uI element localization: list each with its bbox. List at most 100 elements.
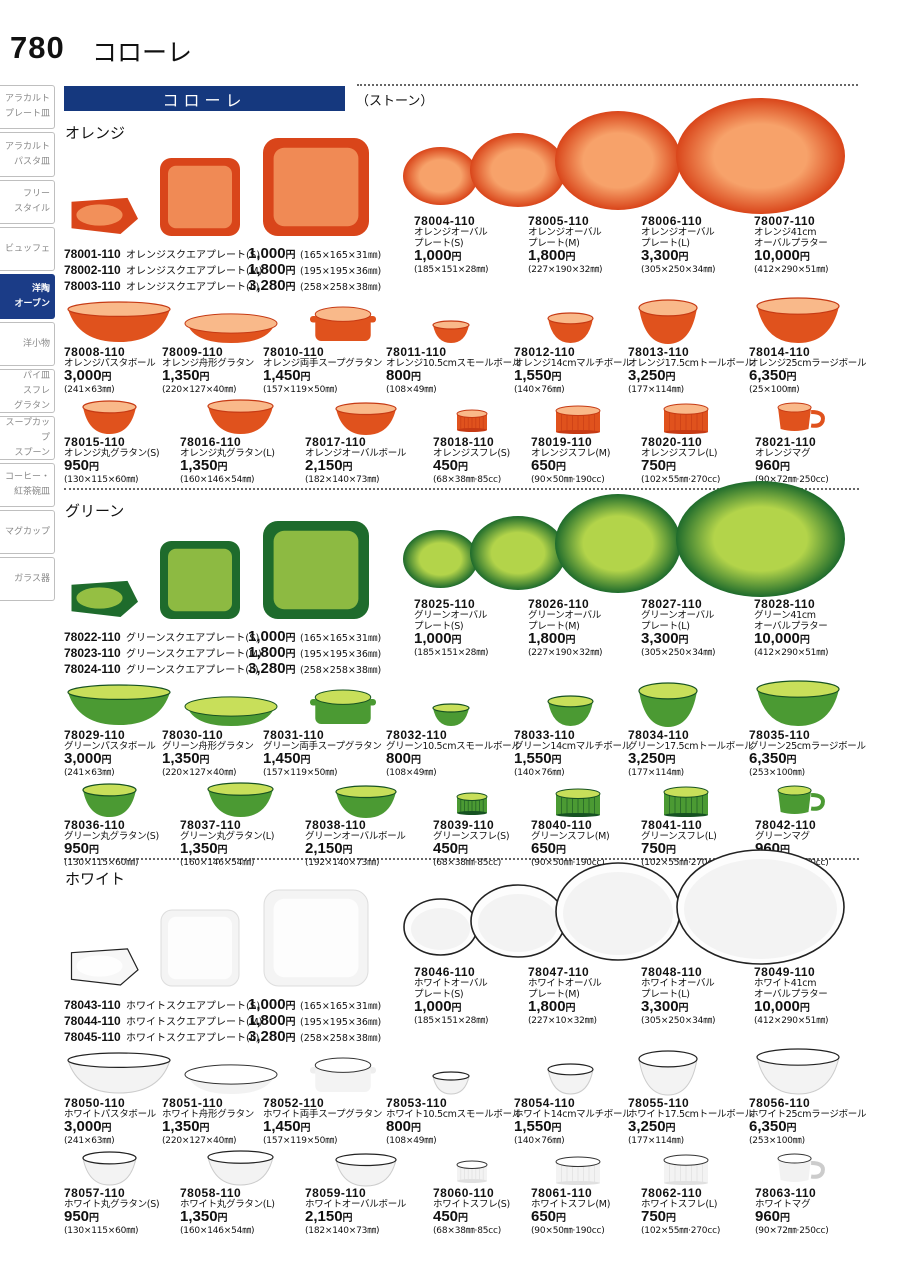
product-dimensions: (102×55㎜·270cc) [641, 475, 721, 485]
product-code: 78006-110 [641, 214, 703, 228]
souffle-image [456, 1160, 488, 1183]
product-row: 78003-110 オレンジスクエアプレート(L)3,280円 (258×258×3… [64, 278, 381, 294]
price-unit: 円 [786, 1123, 797, 1134]
product-item: 78026-110 グリーンオーバル プレート(M) 1,800円 (227×190×… [528, 598, 603, 659]
product-name: オレンジオーバル プレート(L) [641, 227, 715, 249]
price-unit: 円 [799, 1003, 810, 1014]
price-unit: 円 [217, 462, 228, 473]
product-row: 78044-110 ホワイトスクエアプレート(M)1,800円 (195×195×3… [64, 1013, 381, 1029]
product-dimensions: (195×195×36㎜) [300, 649, 382, 660]
product-item: 78016-110 オレンジ丸グラタン(L) 1,350円 (160×146×54㎜) [180, 436, 275, 486]
side-tab[interactable]: パイ皿 スフレ グラタン [0, 369, 55, 413]
bowl-image [756, 680, 840, 726]
product-dimensions: (241×63㎜) [64, 385, 115, 395]
product-dimensions: (220×127×40㎜) [162, 385, 237, 395]
product-name: ホワイトスクエアプレート(S) [126, 1001, 261, 1012]
product-name: グリーンスフレ(S) [433, 831, 510, 842]
price-value: 2,150 [305, 1208, 343, 1225]
product-dimensions: (90×50㎜·190cc) [531, 1226, 605, 1236]
product-name: ホワイト14cmマルチボール [514, 1109, 632, 1120]
product-dimensions: (108×49㎜) [386, 768, 437, 778]
side-tab[interactable]: 洋小物 [0, 322, 55, 366]
price-value: 1,450 [263, 750, 301, 767]
price-unit: 円 [799, 635, 810, 646]
side-tab[interactable]: 洋陶 オーブン [0, 274, 55, 319]
product-price: 3,280円 [248, 1029, 300, 1047]
product-item: 78036-110 グリーン丸グラタン(S) 950円 (130×115×60㎜) [64, 819, 159, 869]
bowl-image [67, 301, 171, 342]
product-price: 1,350円 [162, 367, 254, 385]
soup-gratin-image [310, 689, 376, 724]
product-item: 78005-110 オレンジオーバル プレート(M) 1,800円 (227×190×… [528, 215, 603, 276]
product-price: 750円 [641, 841, 720, 858]
product-item: 78032-110 グリーン10.5cmスモールボール 800円 (108×49㎜) [386, 729, 521, 779]
product-name: グリーン25cmラージボール [749, 741, 866, 752]
product-name: グリーン丸グラタン(S) [64, 831, 159, 842]
product-code: 78056-110 [749, 1096, 811, 1110]
product-price: 2,150円 [305, 458, 406, 475]
price-value: 1,350 [162, 367, 200, 384]
oval-plate-image [470, 133, 566, 207]
price-unit: 円 [551, 372, 562, 383]
product-name: グリーン41cm オーバルプラター [754, 610, 828, 632]
product-item: 78050-110 ホワイトパスタボール 3,000円 (241×63㎜) [64, 1097, 157, 1147]
side-tab[interactable]: アラカルト パスタ皿 [0, 132, 55, 177]
product-name: ホワイト丸グラタン(S) [64, 1199, 160, 1210]
product-item: 78035-110 グリーン25cmラージボール 6,350円 (253×100㎜) [749, 729, 866, 779]
price-value: 1,800 [248, 1012, 286, 1029]
product-name: グリーンオーバル プレート(S) [414, 610, 488, 632]
product-dimensions: (90×72㎜·250cc) [755, 1226, 829, 1236]
product-row: 78043-110 ホワイトスクエアプレート(S)1,000円 (165×165×3… [64, 997, 381, 1013]
bowl-image [638, 299, 698, 344]
price-unit: 円 [217, 1213, 228, 1224]
product-price: 2,150円 [305, 841, 406, 858]
product-code: 78020-110 [641, 435, 703, 449]
price-unit: 円 [451, 1003, 462, 1014]
price-value: 3,300 [641, 630, 679, 647]
price-unit: 円 [285, 649, 296, 660]
price-value: 3,250 [628, 1118, 666, 1135]
price-value: 960 [755, 1208, 781, 1225]
side-tab[interactable]: フリー スタイル [0, 180, 55, 224]
product-row: 78045-110 ホワイトスクエアプレート(L)3,280円 (258×258×3… [64, 1029, 381, 1045]
side-tab[interactable]: マグカップ [0, 510, 55, 554]
side-tab[interactable]: コーヒー・ 紅茶碗皿 [0, 463, 55, 507]
oval-plate-image [403, 898, 478, 956]
price-unit: 円 [411, 372, 422, 383]
square-plate-small-image [70, 948, 139, 986]
price-value: 1,350 [162, 750, 200, 767]
product-item: 78029-110 グリーンパスタボール 3,000円 (241×63㎜) [64, 729, 156, 779]
price-unit: 円 [458, 845, 469, 856]
product-code: 78001-110 [64, 247, 121, 261]
souffle-image [663, 1154, 709, 1185]
divider [64, 858, 859, 860]
square-plate-image [160, 909, 240, 987]
product-name: ホワイトオーバルボール [305, 1199, 407, 1210]
product-name: オレンジ10.5cmスモールボール [386, 358, 522, 369]
product-item: 78054-110 ホワイト14cmマルチボール 1,550円 (140×76㎜) [514, 1097, 632, 1147]
side-tab[interactable]: アラカルト プレート皿 [0, 85, 55, 129]
product-item: 78058-110 ホワイト丸グラタン(L) 1,350円 (160×146×54㎜) [180, 1187, 275, 1237]
product-price: 1,350円 [180, 1209, 275, 1226]
oval-plate-image [555, 862, 681, 961]
product-code: 78060-110 [433, 1186, 495, 1200]
price-value: 6,350 [749, 750, 787, 767]
product-name: ホワイトパスタボール [64, 1109, 157, 1120]
product-price: 960円 [755, 458, 829, 475]
product-price: 3,000円 [64, 1119, 156, 1136]
product-code: 78004-110 [414, 214, 476, 228]
product-item: 78037-110 グリーン丸グラタン(L) 1,350円 (160×146×54㎜) [180, 819, 274, 869]
page-number: 780 [10, 30, 65, 65]
price-unit: 円 [285, 1001, 296, 1012]
product-name: オレンジ25cmラージボール [749, 358, 867, 369]
side-tab[interactable]: ビュッフェ [0, 227, 55, 271]
side-tab[interactable]: ガラス器 [0, 557, 55, 601]
product-price: 450円 [433, 458, 510, 475]
color-section-title: グリーン [65, 502, 125, 520]
side-tab[interactable]: スープカップ スプーン [0, 416, 55, 460]
price-unit: 円 [285, 266, 296, 277]
product-dimensions: (68×38㎜·85cc) [433, 1226, 502, 1236]
price-value: 450 [433, 1208, 459, 1225]
product-name: ホワイト丸グラタン(L) [180, 1199, 275, 1210]
price-unit: 円 [665, 1123, 676, 1134]
